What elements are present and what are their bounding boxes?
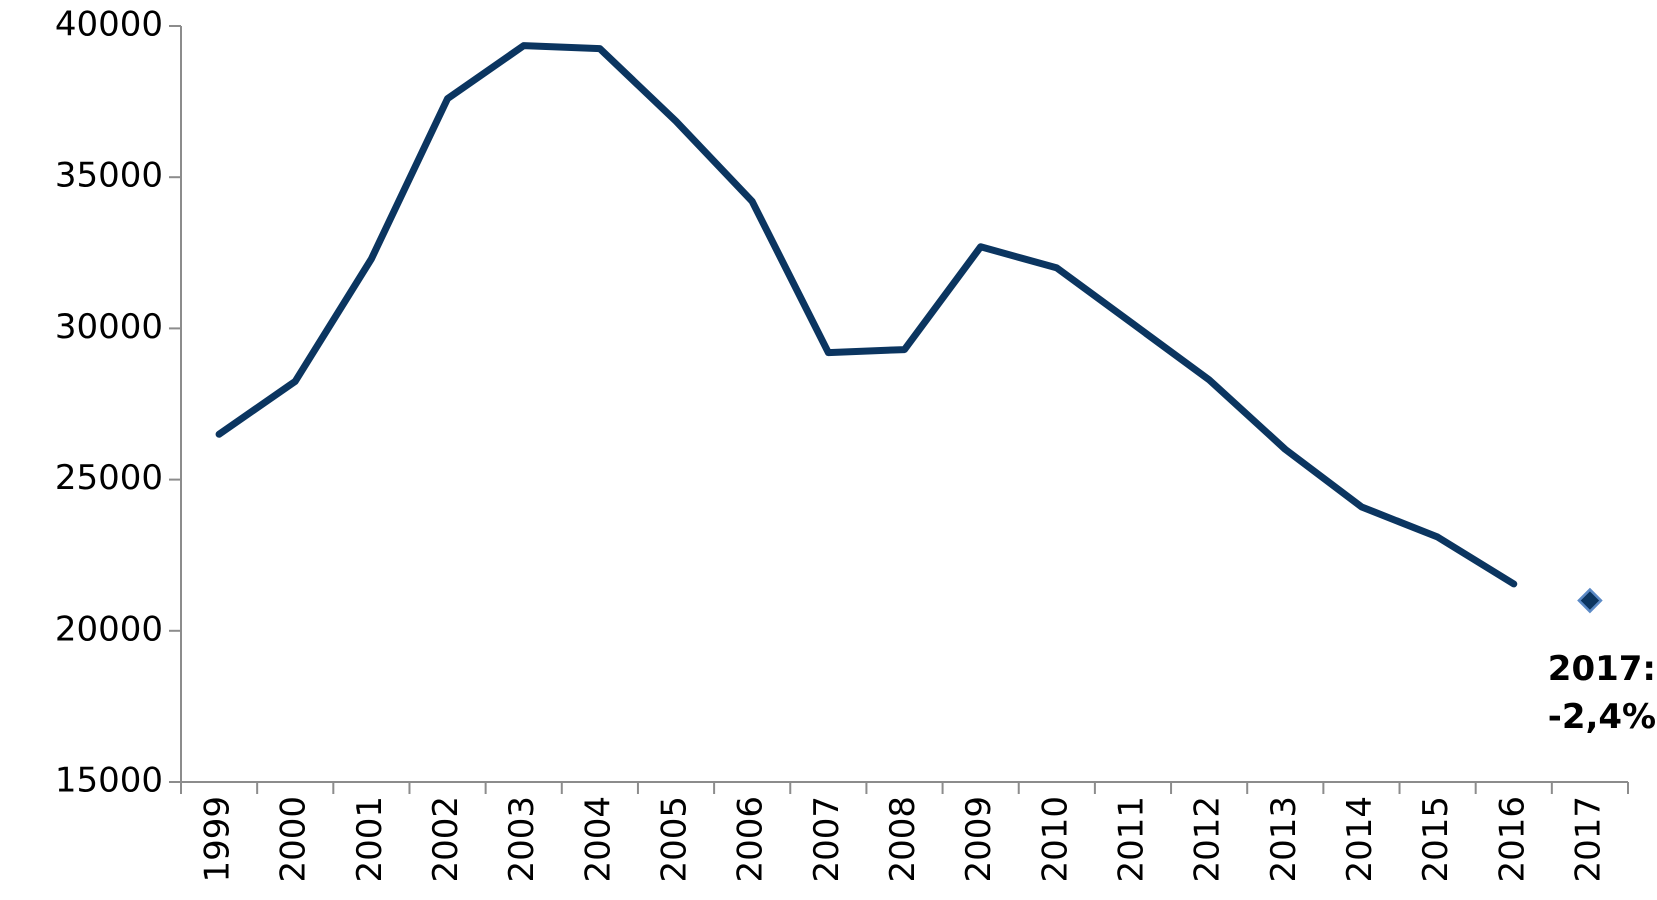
annotation: -2,4%	[1548, 697, 1656, 737]
x-tick-label: 2013	[1264, 796, 1304, 883]
marker	[1577, 587, 1603, 614]
y-tick-label: 15000	[55, 761, 163, 801]
y-tick-label: 35000	[55, 156, 163, 196]
x-tick-label: 2008	[883, 796, 923, 883]
x-tick-label: 2015	[1416, 796, 1456, 883]
x-tick-label: 2002	[426, 796, 466, 883]
x-tick-label: 2017	[1568, 796, 1608, 883]
x-tick-label: 2000	[274, 796, 314, 883]
x-tick-label: 2004	[578, 796, 618, 883]
x-tick-label: 2005	[655, 796, 695, 883]
x-tick-label: 2009	[959, 796, 999, 883]
y-tick-label: 25000	[55, 458, 163, 498]
annotation: 2017:	[1548, 649, 1656, 689]
x-tick-label: 2001	[350, 796, 390, 883]
x-tick-label: 2003	[502, 796, 542, 883]
x-tick-label: 2007	[807, 796, 847, 883]
y-tick-label: 40000	[55, 5, 163, 45]
y-tick-label: 30000	[55, 307, 163, 347]
x-tick-label: 2016	[1492, 796, 1532, 883]
x-tick-label: 2010	[1035, 796, 1075, 883]
x-tick-label: 1999	[198, 796, 238, 883]
y-tick-label: 20000	[55, 609, 163, 649]
x-tick-label: 2014	[1340, 796, 1380, 883]
x-tick-label: 2012	[1188, 796, 1228, 883]
line	[215, 42, 1518, 588]
x-tick-label: 2006	[731, 796, 771, 883]
x-tick-label: 2011	[1111, 796, 1151, 883]
